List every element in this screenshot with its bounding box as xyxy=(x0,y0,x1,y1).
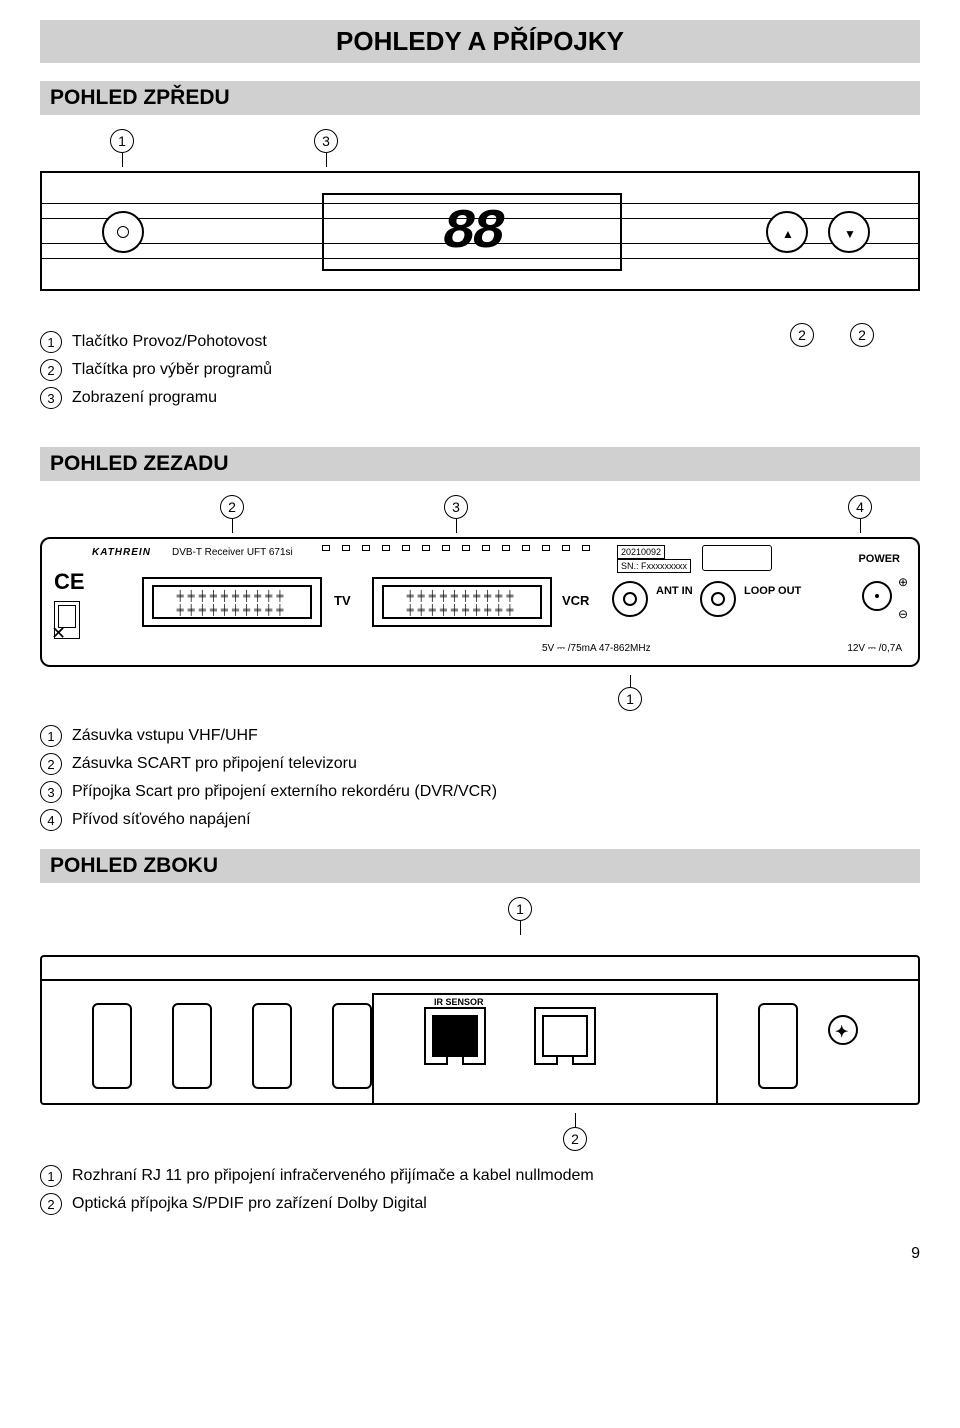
rear-panel: KATHREIN DVB-T Receiver UFT 671si CE ✕ ╪… xyxy=(40,537,920,667)
front-panel: 88 ▲ ▼ xyxy=(40,171,920,291)
rear-heading: POHLED ZEZADU xyxy=(40,447,920,481)
legend-num: 4 xyxy=(40,809,62,831)
callout-2b: 2 xyxy=(850,323,874,347)
channel-up-button[interactable]: ▲ xyxy=(766,211,808,253)
channel-down-button[interactable]: ▼ xyxy=(828,211,870,253)
legend-num: 2 xyxy=(40,753,62,775)
loop-out-label: LOOP OUT xyxy=(744,585,801,597)
legend-num: 2 xyxy=(40,359,62,381)
front-callouts-top: 1 3 xyxy=(110,129,920,167)
side-panel: IR SENSOR ✦ xyxy=(40,955,920,1105)
front-heading: POHLED ZPŘEDU xyxy=(40,81,920,115)
scart-tv-port[interactable]: ╪╪╪╪╪╪╪╪╪╪╪╪╪╪╪╪╪╪╪╪ xyxy=(142,577,322,627)
legend-text: Přípojka Scart pro připojení externího r… xyxy=(72,783,497,801)
side-legend: 1 Rozhraní RJ 11 pro připojení infračerv… xyxy=(40,1165,920,1215)
legend-num: 1 xyxy=(40,1165,62,1187)
rear-legend: 1 Zásuvka vstupu VHF/UHF 2 Zásuvka SCART… xyxy=(40,725,920,831)
display-digits: 88 xyxy=(442,200,501,264)
arrow-up-icon: ▲ xyxy=(782,227,794,241)
volt-line: 5V ⎓ /75mA 47-862MHz xyxy=(542,643,651,654)
display-box: 88 xyxy=(322,193,622,271)
tv-label: TV xyxy=(334,593,351,608)
vent-slot xyxy=(332,1003,372,1089)
side-callout-bottom: 2 xyxy=(230,1113,920,1151)
vent-slot xyxy=(172,1003,212,1089)
power-button[interactable] xyxy=(102,211,144,253)
title-bar: POHLEDY A PŘÍPOJKY xyxy=(40,20,920,63)
side-cutout: IR SENSOR xyxy=(372,993,718,1103)
front-legend: 1 Tlačítko Provoz/Pohotovost 2 Tlačítka … xyxy=(40,325,750,415)
callout-3: 3 xyxy=(314,129,338,153)
legend-num: 3 xyxy=(40,781,62,803)
legend-text: Přívod síťového napájení xyxy=(72,811,251,829)
callout-1: 1 xyxy=(110,129,134,153)
side-heading: POHLED ZBOKU xyxy=(40,849,920,883)
side-callout-top: 1 xyxy=(120,897,920,935)
vcr-label: VCR xyxy=(562,593,589,608)
ir-sensor-label: IR SENSOR xyxy=(434,997,484,1007)
loop-out-port[interactable] xyxy=(700,581,736,617)
vent-slot xyxy=(92,1003,132,1089)
serial-sn: SN.: Fxxxxxxxxx xyxy=(617,559,691,573)
legend-num: 3 xyxy=(40,387,62,409)
legend-text: Zásuvka SCART pro připojení televizoru xyxy=(72,755,357,773)
callout-4: 4 xyxy=(848,495,872,519)
serial-code: 20210092 xyxy=(617,545,665,559)
legend-text: Rozhraní RJ 11 pro připojení infračerven… xyxy=(72,1167,594,1185)
spdif-port[interactable] xyxy=(534,1007,596,1065)
callout-2-side: 2 xyxy=(563,1127,587,1151)
callout-3: 3 xyxy=(444,495,468,519)
legend-num: 1 xyxy=(40,331,62,353)
model-label: DVB-T Receiver UFT 671si xyxy=(172,547,293,558)
scart-vcr-port[interactable]: ╪╪╪╪╪╪╪╪╪╪╪╪╪╪╪╪╪╪╪╪ xyxy=(372,577,552,627)
vent-slot xyxy=(758,1003,798,1089)
legend-text: Zobrazení programu xyxy=(72,389,217,407)
rj11-port[interactable] xyxy=(424,1007,486,1065)
callout-2a: 2 xyxy=(790,323,814,347)
page-title: POHLEDY A PŘÍPOJKY xyxy=(50,26,910,57)
power-label: POWER xyxy=(858,553,900,565)
arrow-down-icon: ▼ xyxy=(844,227,856,241)
legend-text: Zásuvka vstupu VHF/UHF xyxy=(72,727,258,745)
page-number: 9 xyxy=(40,1245,920,1263)
label-box xyxy=(702,545,772,571)
screw-icon: ✦ xyxy=(828,1015,858,1045)
legend-num: 2 xyxy=(40,1193,62,1215)
legend-text: Optická přípojka S/PDIF pro zařízení Dol… xyxy=(72,1195,427,1213)
minus-icon: ⊖ xyxy=(898,607,908,621)
plus-icon: ⊕ xyxy=(898,575,908,589)
ce-mark-icon: CE xyxy=(54,569,85,595)
rear-callouts-top: 2 3 4 xyxy=(220,495,920,533)
legend-text: Tlačítko Provoz/Pohotovost xyxy=(72,333,267,351)
ant-in-label: ANT IN xyxy=(656,585,693,597)
callout-1-side: 1 xyxy=(508,897,532,921)
callout-1-rear: 1 xyxy=(618,687,642,711)
ant-in-port[interactable] xyxy=(612,581,648,617)
legend-text: Tlačítka pro výběr programů xyxy=(72,361,272,379)
vent-slot xyxy=(252,1003,292,1089)
brand-label: KATHREIN xyxy=(92,547,151,558)
power-jack[interactable] xyxy=(862,581,892,611)
callout-2: 2 xyxy=(220,495,244,519)
weee-icon: ✕ xyxy=(54,601,80,639)
power-line: 12V ⎓ /0,7A xyxy=(847,643,902,654)
legend-num: 1 xyxy=(40,725,62,747)
